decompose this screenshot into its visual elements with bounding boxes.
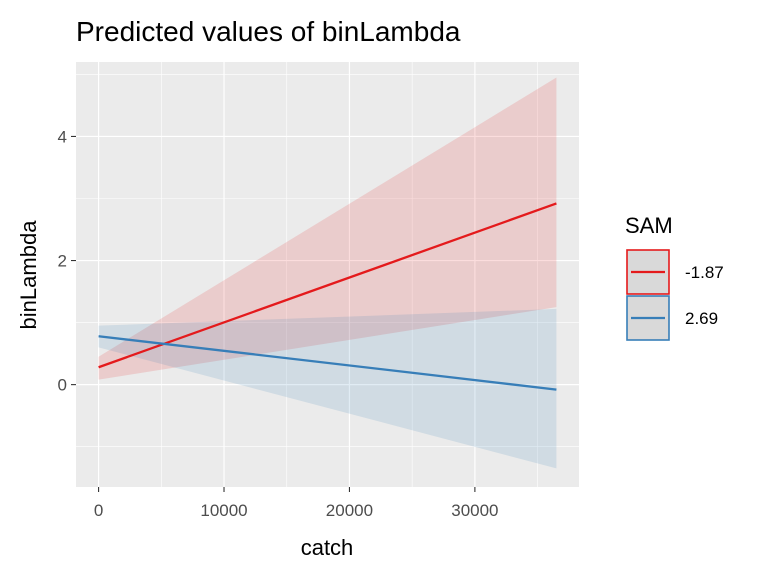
y-axis-title: binLambda: [16, 220, 41, 330]
legend-label--1.87: -1.87: [685, 263, 724, 282]
ci-ribbon--1.87: [98, 77, 557, 380]
major-grid: [76, 62, 579, 487]
x-tick-label: 20000: [326, 501, 373, 520]
x-tick-label: 30000: [451, 501, 498, 520]
y-axis-ticks: 0 2 4: [58, 127, 76, 395]
legend: SAM -1.87 2.69: [625, 213, 724, 341]
series-line--1.87: [98, 202, 557, 369]
y-tick-label: 2: [58, 252, 67, 271]
x-tick-label: 0: [94, 501, 103, 520]
legend-keys: -1.87 2.69: [626, 249, 724, 341]
x-axis-title: catch: [301, 535, 354, 560]
plot-panel: [76, 62, 579, 487]
y-tick-label: 0: [58, 376, 67, 395]
x-axis-ticks: 0 10000 20000 30000: [94, 487, 499, 520]
minor-grid: [76, 62, 579, 487]
series-line-2.69: [98, 335, 557, 391]
x-tick-label: 10000: [200, 501, 247, 520]
y-tick-label: 4: [58, 127, 67, 146]
chart-title: Predicted values of binLambda: [76, 16, 461, 47]
legend-title: SAM: [625, 213, 673, 238]
legend-label-2.69: 2.69: [685, 309, 718, 328]
series-lines: [98, 202, 557, 391]
